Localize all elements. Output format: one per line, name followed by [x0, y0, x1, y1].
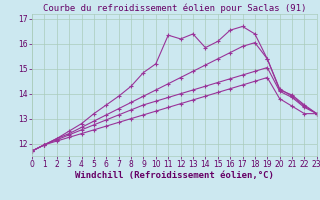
X-axis label: Windchill (Refroidissement éolien,°C): Windchill (Refroidissement éolien,°C): [75, 171, 274, 180]
Title: Courbe du refroidissement éolien pour Saclas (91): Courbe du refroidissement éolien pour Sa…: [43, 4, 306, 13]
